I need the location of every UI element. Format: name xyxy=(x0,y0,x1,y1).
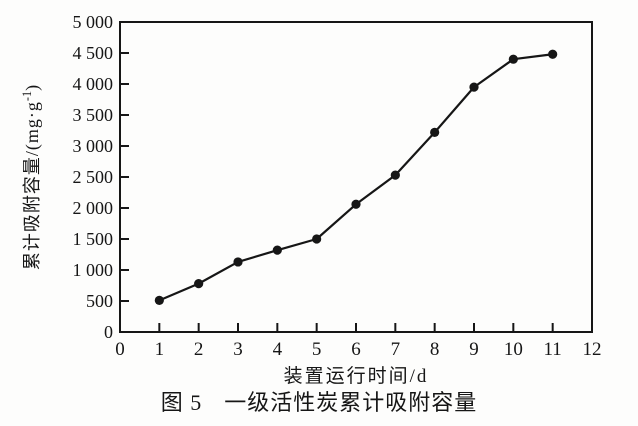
x-tick-label: 5 xyxy=(312,339,322,360)
data-point xyxy=(548,49,558,59)
y-tick-label: 500 xyxy=(86,291,113,311)
data-point xyxy=(351,199,361,209)
x-axis-ticks xyxy=(119,323,593,331)
x-tick-label: 11 xyxy=(544,339,562,360)
y-tick-label: 2 000 xyxy=(73,198,114,218)
data-point xyxy=(430,127,440,137)
y-tick-label: 4 000 xyxy=(73,74,114,94)
y-axis-ticks xyxy=(121,21,129,333)
y-axis-title-superscript: -1 xyxy=(20,90,34,102)
x-tick-label: 0 xyxy=(115,339,125,360)
y-axis-tick-labels: 0 500 1 000 1 500 2 000 2 500 3 000 3 500 4 000 4… xyxy=(73,12,114,342)
x-tick-label: 4 xyxy=(273,339,283,360)
x-tick-label: 3 xyxy=(233,339,243,360)
figure-caption: 图 5 一级活性炭累计吸附容量 xyxy=(0,385,638,417)
x-axis-title: 装置运行时间/d xyxy=(283,366,429,387)
data-point xyxy=(233,257,243,267)
x-tick-label: 2 xyxy=(194,339,204,360)
x-tick-label: 12 xyxy=(583,339,602,360)
y-tick-label: 3 500 xyxy=(73,105,114,125)
y-tick-label: 5 000 xyxy=(73,12,114,32)
x-axis-tick-labels: 0 1 2 3 4 5 6 7 8 9 10 11 12 xyxy=(115,339,601,360)
data-point xyxy=(312,234,322,244)
data-point xyxy=(469,82,479,92)
figure-caption-label: 图 5 xyxy=(160,390,203,415)
data-point xyxy=(390,170,400,180)
figure-caption-text: 一级活性炭累计吸附容量 xyxy=(224,390,478,415)
y-tick-label: 0 xyxy=(104,322,113,342)
y-tick-label: 1 500 xyxy=(73,229,114,249)
y-tick-label: 4 500 xyxy=(73,43,114,63)
y-axis-title-close: ) xyxy=(22,83,42,91)
y-tick-label: 3 000 xyxy=(73,136,114,156)
x-tick-label: 10 xyxy=(504,339,523,360)
y-tick-label: 2 500 xyxy=(73,167,114,187)
y-tick-label: 1 000 xyxy=(73,260,114,280)
x-tick-label: 1 xyxy=(155,339,165,360)
y-axis-title-main: 累计吸附容量/(mg·g xyxy=(22,101,42,271)
data-point xyxy=(508,54,518,64)
x-tick-label: 9 xyxy=(469,339,479,360)
data-point xyxy=(194,279,204,289)
plot-border xyxy=(119,21,593,333)
y-axis-title: 累计吸附容量/(mg·g-1) xyxy=(18,22,44,332)
x-tick-label: 6 xyxy=(351,339,361,360)
x-tick-label: 7 xyxy=(391,339,401,360)
series-line xyxy=(158,53,554,302)
data-point xyxy=(272,245,282,255)
data-point xyxy=(154,295,164,305)
x-tick-label: 8 xyxy=(430,339,440,360)
data-series xyxy=(154,49,558,305)
